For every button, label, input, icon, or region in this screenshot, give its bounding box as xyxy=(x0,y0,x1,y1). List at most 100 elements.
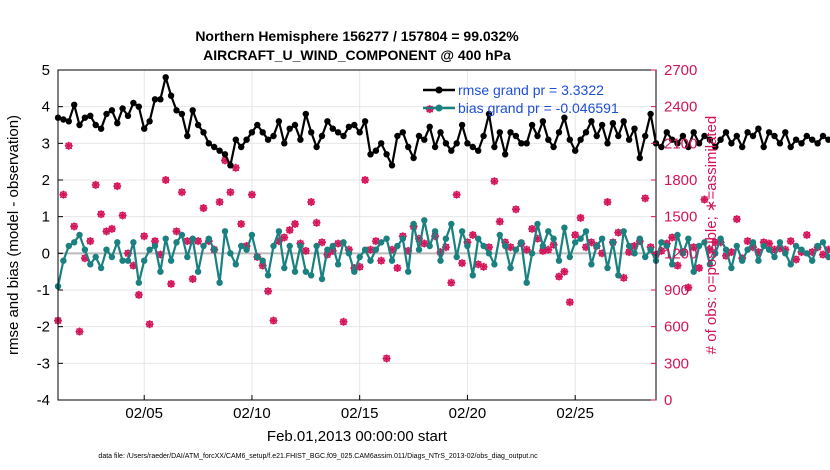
rmse-point-5 xyxy=(81,114,89,121)
bias-point-136 xyxy=(787,261,794,268)
rmse-point-138 xyxy=(798,140,805,147)
bias-point-42 xyxy=(281,264,288,272)
bias-point-73 xyxy=(448,220,455,228)
bias-point-106 xyxy=(625,242,633,250)
rmse-point-57 xyxy=(361,118,369,125)
left-tick-label-2: 3 xyxy=(42,135,50,152)
legend-bias-marker xyxy=(435,104,443,112)
bias-point-66 xyxy=(410,220,417,228)
rmse-point-50 xyxy=(324,118,331,125)
x-axis-label: Feb.01,2013 00:00:00 start xyxy=(267,428,448,445)
bias-point-5 xyxy=(81,246,89,253)
obs-assimilated-marker xyxy=(167,279,176,288)
obs-assimilated-marker xyxy=(307,198,316,206)
bias-point-127 xyxy=(739,257,746,264)
rmse-point-108 xyxy=(636,154,643,162)
obs-point-2 xyxy=(64,141,73,150)
bias-point-139 xyxy=(803,250,810,257)
bias-point-93 xyxy=(555,257,563,264)
bias-point-97 xyxy=(577,235,584,242)
chart-subtitle: AIRCRAFT_U_WIND_COMPONENT @ 400 hPa xyxy=(203,47,511,63)
rmse-point-60 xyxy=(378,140,385,147)
obs-assimilated-marker xyxy=(781,245,790,254)
obs-assimilated-marker xyxy=(668,233,677,242)
rmse-point-133 xyxy=(771,132,778,140)
obs-assimilated-marker xyxy=(689,243,698,252)
bias-point-11 xyxy=(114,239,121,246)
obs-point-17 xyxy=(145,320,154,329)
bias-point-123 xyxy=(717,235,724,242)
bias-point-118 xyxy=(690,268,697,275)
rmse-point-67 xyxy=(415,132,423,140)
bias-point-114 xyxy=(669,261,676,268)
legend-rmse-label: rmse grand pr = 3.3322 xyxy=(458,82,604,98)
obs-point-97 xyxy=(576,213,585,222)
obs-assimilated-marker xyxy=(571,231,580,239)
obs-point-77 xyxy=(468,231,477,239)
rmse-point-76 xyxy=(464,140,471,147)
obs-point-94 xyxy=(560,267,569,276)
bias-point-41 xyxy=(275,228,283,235)
obs-point-10 xyxy=(107,224,116,233)
rmse-point-131 xyxy=(760,143,767,151)
bias-point-67 xyxy=(415,246,423,253)
rmse-point-64 xyxy=(399,129,406,136)
data-file-footnote: data file: /Users/raeder/DAI/ATM_forcXX/… xyxy=(98,453,538,460)
rmse-point-103 xyxy=(609,120,617,127)
bias-point-59 xyxy=(372,246,380,253)
rmse-point-46 xyxy=(302,110,309,118)
bias-point-95 xyxy=(566,253,573,261)
obs-assimilated-marker xyxy=(657,246,666,255)
bias-point-94 xyxy=(561,224,568,231)
obs-assimilated-marker xyxy=(727,248,736,257)
rmse-point-112 xyxy=(658,143,665,151)
bias-point-103 xyxy=(609,239,617,246)
x-axis-ticks: 02/05 02/10 02/15 02/20 02/25 xyxy=(125,395,594,422)
rmse-point-97 xyxy=(577,136,584,143)
bias-point-122 xyxy=(712,250,719,257)
rmse-point-44 xyxy=(291,121,299,129)
obs-assimilated-marker xyxy=(522,245,531,254)
plot-frame xyxy=(57,69,657,401)
rmse-point-38 xyxy=(259,129,266,136)
rmse-point-94 xyxy=(561,114,568,121)
bias-point-112 xyxy=(658,239,665,246)
bias-point-86 xyxy=(518,239,525,246)
left-tick-label-7: -2 xyxy=(37,319,50,336)
rmse-point-120 xyxy=(701,132,708,140)
bias-point-107 xyxy=(631,250,638,257)
bias-point-138 xyxy=(798,246,805,253)
rmse-point-20 xyxy=(162,74,169,81)
rmse-point-42 xyxy=(281,140,288,147)
obs-point-15 xyxy=(134,290,143,299)
rmse-point-123 xyxy=(717,136,724,143)
obs-point-88 xyxy=(528,224,537,233)
rmse-point-15 xyxy=(135,103,142,110)
bias-point-44 xyxy=(291,268,299,275)
rmse-point-30 xyxy=(216,147,223,154)
rmse-point-85 xyxy=(512,132,520,140)
obs-assimilated-marker xyxy=(183,237,192,246)
obs-assimilated-marker xyxy=(581,243,590,252)
right-axis-label: # of obs: o=possible; ∗=assimilated xyxy=(703,116,720,355)
bias-point-2 xyxy=(65,242,73,250)
obs-point-33 xyxy=(231,163,240,172)
bias-point-1 xyxy=(60,257,67,264)
bias-point-128 xyxy=(744,246,751,253)
bias-point-109 xyxy=(642,253,649,261)
rmse-point-82 xyxy=(496,129,503,136)
legend-bias-label: bias grand pr = -0.046591 xyxy=(458,100,619,116)
obs-assimilated-marker xyxy=(560,267,569,276)
obs-assimilated-marker xyxy=(501,238,510,247)
rmse-point-113 xyxy=(663,129,670,136)
bias-point-12 xyxy=(119,257,126,264)
obs-assimilated-marker xyxy=(86,237,95,246)
obs-point-60 xyxy=(377,256,386,265)
obs-assimilated-marker xyxy=(555,272,564,281)
right-tick-label-3: 1800 xyxy=(664,172,697,189)
bias-point-63 xyxy=(394,242,401,250)
right-tick-label-0: 2700 xyxy=(664,62,697,79)
obs-assimilated-marker xyxy=(490,177,499,186)
obs-assimilated-marker xyxy=(824,245,830,254)
bias-point-120 xyxy=(701,239,708,246)
